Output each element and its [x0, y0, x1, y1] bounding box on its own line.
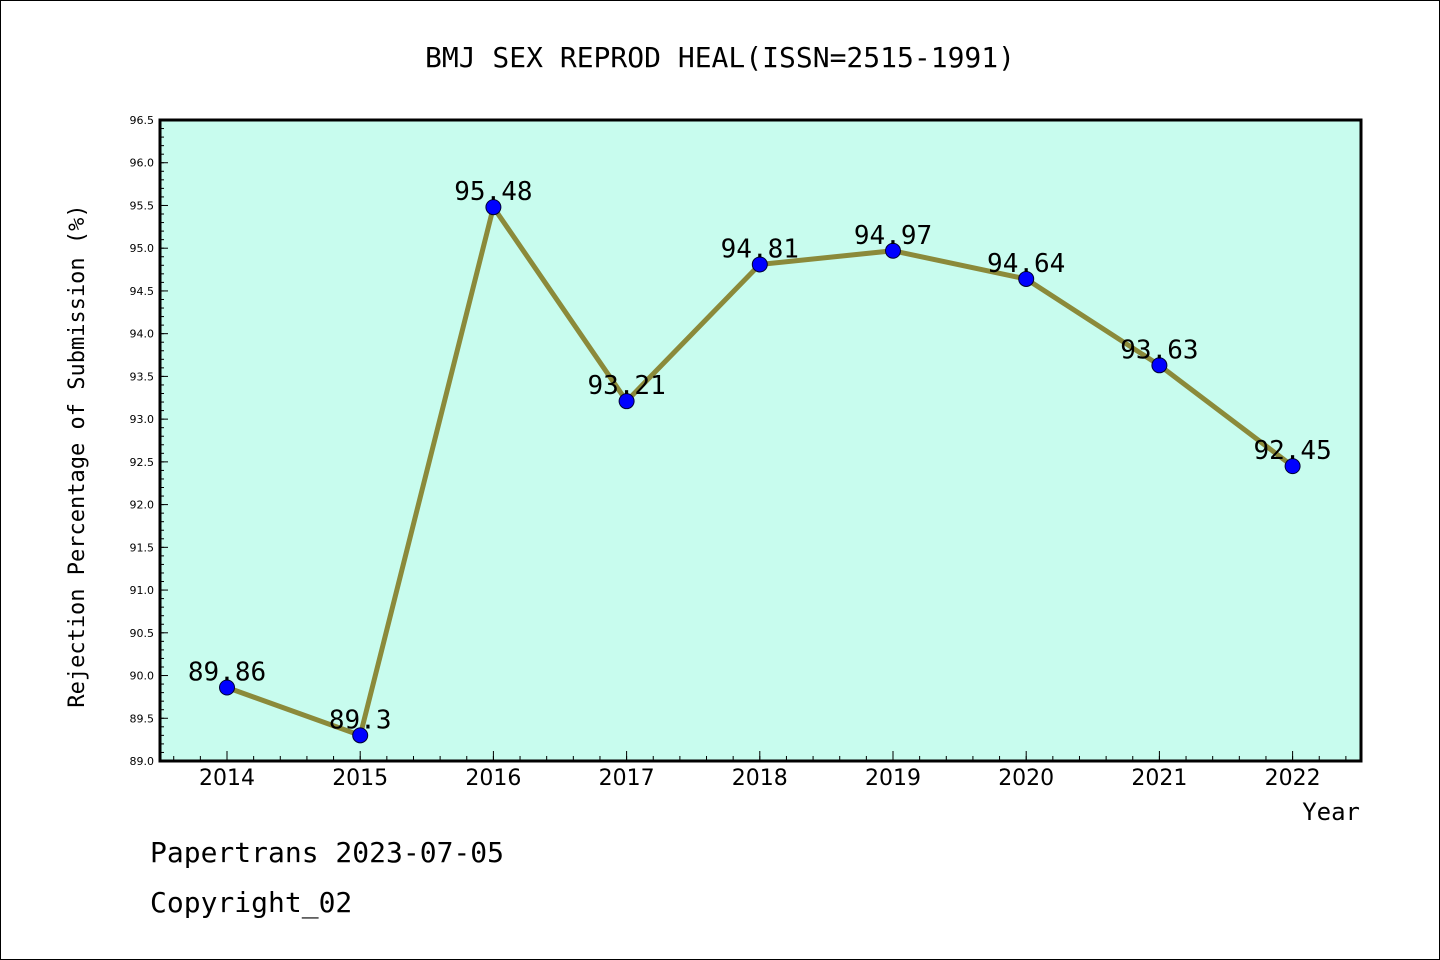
data-point-marker	[352, 727, 369, 744]
y-tick-label: 89.0	[130, 755, 155, 768]
y-tick-label: 90.5	[130, 627, 155, 640]
y-tick-label: 96.5	[130, 114, 155, 127]
chart-title: BMJ SEX REPROD HEAL(ISSN=2515-1991)	[425, 41, 1015, 74]
y-tick-label: 94.0	[130, 328, 155, 341]
y-tick-label: 92.0	[130, 499, 155, 512]
y-tick-label: 96.0	[130, 157, 155, 170]
data-point-marker	[885, 242, 901, 259]
y-tick-label: 89.5	[130, 712, 155, 725]
data-label: 94.64	[987, 249, 1065, 279]
plot-area	[158, 118, 1363, 763]
data-labels: 89.86 89.3 95.48 93.21 94.81 94.97 94.64 93.63 9…	[188, 177, 1332, 735]
y-axis-label: Rejection Percentage of Submission (%)	[65, 204, 90, 707]
data-label: 94.97	[854, 221, 932, 251]
data-point-marker	[1151, 357, 1168, 374]
data-point-marker	[485, 199, 502, 216]
y-tick-label: 95.5	[130, 199, 155, 212]
x-tick-label: 2022	[1265, 766, 1321, 791]
x-axis-label: Year	[1302, 798, 1360, 826]
data-label: 93.21	[587, 371, 665, 401]
data-point-marker	[219, 679, 235, 696]
data-point-marker	[751, 256, 768, 273]
data-label: 94.81	[721, 234, 799, 264]
data-label: 92.45	[1253, 436, 1331, 466]
y-tick-label: 93.5	[130, 370, 155, 383]
data-label: 89.86	[188, 657, 266, 687]
y-tick-label: 94.5	[130, 285, 155, 298]
y-tick-label: 95.0	[130, 242, 155, 255]
data-point-marker	[618, 393, 635, 410]
y-tick-label: 93.0	[130, 413, 155, 426]
y-tick-label: 91.0	[130, 584, 155, 597]
y-tick-label: 91.5	[130, 541, 155, 554]
x-tick-label: 2015	[332, 766, 388, 791]
data-point-marker	[1018, 270, 1035, 287]
x-tick-label: 2014	[199, 766, 255, 791]
x-tick-label: 2019	[865, 766, 921, 791]
footer-copyright-line: Copyright_02	[150, 886, 353, 919]
x-tick-label: 2016	[465, 766, 521, 791]
x-axis-ticks: 2014 2015 2016 2017 2018 2019 2020 2021 2022	[173, 751, 1347, 791]
x-tick-label: 2018	[732, 766, 788, 791]
x-tick-label: 2017	[599, 766, 655, 791]
data-label: 95.48	[454, 177, 532, 207]
x-tick-label: 2021	[1131, 766, 1187, 791]
y-axis-ticks: 89.0 89.5 90.0 90.5 91.0 91.5 92.0 92.5 93.0 93.5…	[130, 114, 168, 768]
x-tick-label: 2020	[998, 766, 1054, 791]
data-point-marker	[1284, 458, 1301, 475]
data-label: 93.63	[1120, 335, 1198, 365]
y-tick-label: 90.0	[130, 670, 155, 683]
data-points	[219, 199, 1301, 744]
y-tick-label: 92.5	[130, 456, 155, 469]
footer-date-line: Papertrans 2023-07-05	[150, 836, 505, 869]
data-label: 89.3	[329, 705, 392, 735]
